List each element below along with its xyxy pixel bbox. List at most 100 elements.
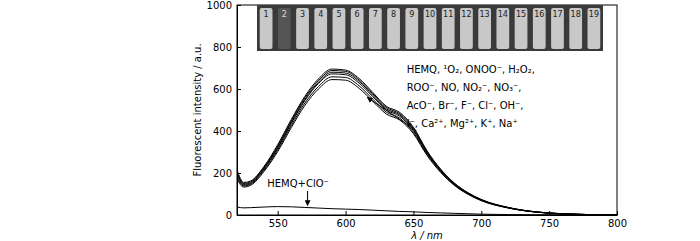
annotations: HEMQ, ¹O₂, ONOO⁻, H₂O₂, ROO⁻, NO, NO₂⁻, N… [267, 64, 535, 206]
annotation-text: AcO⁻, Br⁻, F⁻, Cl⁻, OH⁻, [407, 100, 524, 111]
y-tick: 800 [213, 42, 241, 53]
annotation-text: HEMQ, ¹O₂, ONOO⁻, H₂O₂, [407, 64, 535, 75]
x-tick-mark [278, 211, 279, 215]
x-tick-mark [413, 211, 414, 215]
x-tick-label: 750 [540, 218, 559, 229]
y-tick-mark [237, 5, 241, 6]
vial [278, 8, 291, 49]
y-axis-line [237, 6, 238, 216]
y-tick-label: 0 [226, 210, 232, 221]
annotation-arrow [307, 191, 308, 206]
vial-label: 18 [571, 10, 581, 19]
annotation-text: HEMQ+ClO⁻ [267, 178, 329, 189]
x-tick-mark [481, 211, 482, 215]
x-tick: 650 [404, 211, 423, 229]
spectrum-line [237, 77, 617, 215]
x-tick: 700 [472, 211, 491, 229]
vial-label: 8 [391, 10, 396, 19]
vial-label: 19 [589, 10, 599, 19]
vial [260, 8, 273, 49]
annotation-text: ROO⁻, NO, NO₂⁻, NO₃⁻, [407, 82, 522, 93]
vial-label: 14 [498, 10, 508, 19]
y-tick-mark [237, 173, 241, 174]
x-axis-title: λ / nm [410, 230, 443, 241]
vial [478, 8, 491, 49]
plot-area: 1234567891011121314151617181955060065070… [207, 0, 628, 229]
spectrum-line [237, 207, 617, 215]
x-tick-label: 800 [608, 218, 627, 229]
x-tick-label: 700 [472, 218, 491, 229]
vial [314, 8, 327, 49]
vial [369, 8, 382, 49]
y-tick-mark [237, 47, 241, 48]
vial [460, 8, 473, 49]
y-tick-label: 400 [213, 126, 232, 137]
annotation-arrow [367, 97, 416, 131]
y-tick: 600 [213, 84, 241, 95]
vial [351, 8, 364, 49]
vial [333, 8, 346, 49]
x-tick: 750 [540, 211, 559, 229]
vial-label: 6 [355, 10, 360, 19]
y-tick-mark [237, 215, 241, 216]
vial-label: 16 [534, 10, 544, 19]
y-tick: 200 [213, 168, 241, 179]
spectrum-line [237, 69, 617, 215]
vial-label: 12 [461, 10, 471, 19]
y-tick-mark [237, 89, 241, 90]
chart: 1234567891011121314151617181955060065070… [0, 0, 700, 241]
spectrum-line [237, 72, 617, 215]
vial [496, 8, 509, 49]
vial [405, 8, 418, 49]
vial [533, 8, 546, 49]
vial [515, 8, 528, 49]
vial-label: 3 [300, 10, 305, 19]
vial [551, 8, 564, 49]
y-tick-label: 200 [213, 168, 232, 179]
y-tick-label: 600 [213, 84, 232, 95]
y-tick: 1000 [207, 0, 241, 11]
plot-frame [237, 5, 617, 215]
annotation-text: I⁻, Ca²⁺, Mg²⁺, K⁺, Na⁺ [407, 118, 518, 129]
spectrum-line [237, 71, 617, 215]
vial [387, 8, 400, 49]
x-tick-label: 650 [404, 218, 423, 229]
x-tick-mark [346, 211, 347, 215]
vial-label: 7 [373, 10, 378, 19]
vial-label: 5 [336, 10, 341, 19]
lines [237, 69, 617, 215]
x-tick: 600 [337, 211, 356, 229]
x-axis-line [238, 215, 618, 216]
vial-label: 13 [480, 10, 490, 19]
y-tick: 400 [213, 126, 241, 137]
vial-label: 4 [318, 10, 323, 19]
y-tick-mark [237, 131, 241, 132]
vial-label: 17 [552, 10, 562, 19]
x-axis: 550 600 650 700 750 800 [238, 211, 628, 229]
vial-label: 9 [409, 10, 414, 19]
y-axis-title: Fluorescent intensity / a.u. [192, 43, 203, 176]
vial-label: 11 [443, 10, 453, 19]
x-tick-label: 600 [337, 218, 356, 229]
vial-label: 2 [282, 10, 287, 19]
spectrum-line [237, 80, 617, 215]
vial [296, 8, 309, 49]
y-tick-label: 1000 [207, 0, 232, 11]
vial-label: 1 [264, 10, 269, 19]
vial [442, 8, 455, 49]
x-tick-mark [549, 211, 550, 215]
vial-label: 10 [425, 10, 435, 19]
x-tick: 550 [269, 211, 288, 229]
x-tick-label: 550 [269, 218, 288, 229]
photo-background [257, 5, 603, 51]
x-tick-mark [617, 211, 618, 215]
y-tick-label: 800 [213, 42, 232, 53]
spectrum-line [237, 74, 617, 215]
vial-label: 15 [516, 10, 526, 19]
vial [569, 8, 582, 49]
y-axis: 0 200 400 600 800 1000 [207, 0, 241, 221]
inset-photo: 12345678910111213141516171819 [257, 5, 603, 51]
x-tick: 800 [608, 211, 627, 229]
vial [424, 8, 437, 49]
y-tick: 0 [226, 210, 241, 221]
